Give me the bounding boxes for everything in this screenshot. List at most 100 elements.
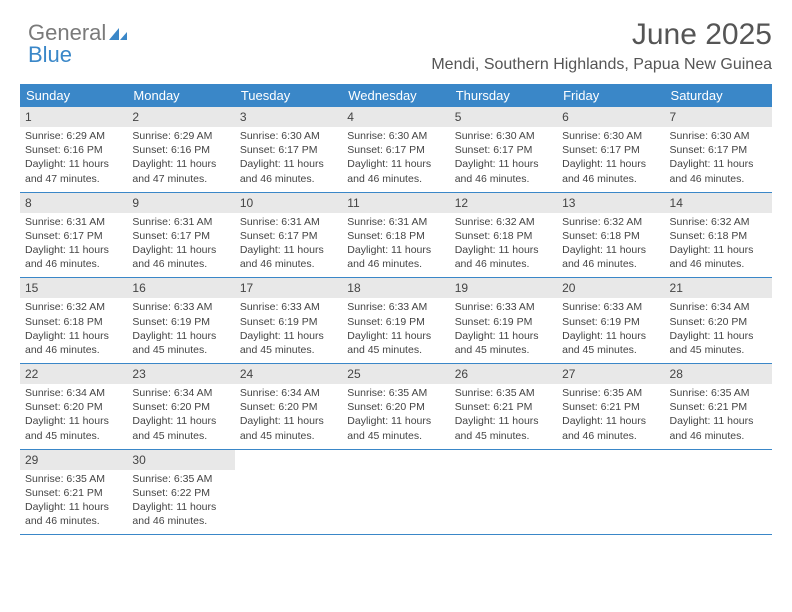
day-cell: 6Sunrise: 6:30 AMSunset: 6:17 PMDaylight… [557,107,664,192]
sunset-text: Sunset: 6:19 PM [132,315,229,329]
sunrise-text: Sunrise: 6:29 AM [25,129,122,143]
sunset-text: Sunset: 6:17 PM [670,143,767,157]
day-cell: 16Sunrise: 6:33 AMSunset: 6:19 PMDayligh… [127,278,234,363]
sunset-text: Sunset: 6:17 PM [132,229,229,243]
dow-cell: Wednesday [342,84,449,107]
day-cell: .. [557,450,664,535]
daylight-text: Daylight: 11 hours and 46 minutes. [455,157,552,185]
sunset-text: Sunset: 6:17 PM [240,229,337,243]
sunset-text: Sunset: 6:18 PM [670,229,767,243]
daylight-text: Daylight: 11 hours and 45 minutes. [455,414,552,442]
day-number: 15 [20,278,127,298]
daylight-text: Daylight: 11 hours and 46 minutes. [25,243,122,271]
sail-icon [107,26,129,42]
day-number: 4 [342,107,449,127]
day-cell: 2Sunrise: 6:29 AMSunset: 6:16 PMDaylight… [127,107,234,192]
day-body: Sunrise: 6:31 AMSunset: 6:17 PMDaylight:… [20,213,127,278]
brand-part2: Blue [28,42,72,67]
daylight-text: Daylight: 11 hours and 46 minutes. [670,414,767,442]
sunset-text: Sunset: 6:21 PM [25,486,122,500]
day-cell: 9 Sunrise: 6:31 AMSunset: 6:17 PMDaylight… [127,193,234,278]
daylight-text: Daylight: 11 hours and 45 minutes. [455,329,552,357]
day-cell: 30Sunrise: 6:35 AMSunset: 6:22 PMDayligh… [127,450,234,535]
day-number: 10 [235,193,342,213]
day-number: 13 [557,193,664,213]
day-number: 23 [127,364,234,384]
day-number: 21 [665,278,772,298]
sunrise-text: Sunrise: 6:34 AM [240,386,337,400]
day-cell: 27Sunrise: 6:35 AMSunset: 6:21 PMDayligh… [557,364,664,449]
daylight-text: Daylight: 11 hours and 46 minutes. [347,243,444,271]
daylight-text: Daylight: 11 hours and 46 minutes. [562,157,659,185]
sunset-text: Sunset: 6:18 PM [455,229,552,243]
daylight-text: Daylight: 11 hours and 45 minutes. [562,329,659,357]
day-cell: 4Sunrise: 6:30 AMSunset: 6:17 PMDaylight… [342,107,449,192]
day-cell: 18Sunrise: 6:33 AMSunset: 6:19 PMDayligh… [342,278,449,363]
week-row: 29Sunrise: 6:35 AMSunset: 6:21 PMDayligh… [20,450,772,536]
day-cell: 5Sunrise: 6:30 AMSunset: 6:17 PMDaylight… [450,107,557,192]
sunset-text: Sunset: 6:21 PM [670,400,767,414]
day-cell: 14Sunrise: 6:32 AMSunset: 6:18 PMDayligh… [665,193,772,278]
sunset-text: Sunset: 6:19 PM [347,315,444,329]
sunrise-text: Sunrise: 6:33 AM [562,300,659,314]
day-body: Sunrise: 6:30 AMSunset: 6:17 PMDaylight:… [235,127,342,192]
day-body: Sunrise: 6:33 AMSunset: 6:19 PMDaylight:… [235,298,342,363]
sunset-text: Sunset: 6:17 PM [347,143,444,157]
day-number: 29 [20,450,127,470]
day-number: 27 [557,364,664,384]
day-cell: 13Sunrise: 6:32 AMSunset: 6:18 PMDayligh… [557,193,664,278]
sunset-text: Sunset: 6:16 PM [132,143,229,157]
daylight-text: Daylight: 11 hours and 46 minutes. [132,500,229,528]
day-number: 30 [127,450,234,470]
sunset-text: Sunset: 6:18 PM [25,315,122,329]
day-cell: 12Sunrise: 6:32 AMSunset: 6:18 PMDayligh… [450,193,557,278]
sunset-text: Sunset: 6:20 PM [132,400,229,414]
day-body: Sunrise: 6:34 AMSunset: 6:20 PMDaylight:… [665,298,772,363]
dow-cell: Tuesday [235,84,342,107]
calendar-grid: SundayMondayTuesdayWednesdayThursdayFrid… [20,84,772,535]
day-number: 9 [127,193,234,213]
sunrise-text: Sunrise: 6:35 AM [562,386,659,400]
sunrise-text: Sunrise: 6:31 AM [132,215,229,229]
day-of-week-header: SundayMondayTuesdayWednesdayThursdayFrid… [20,84,772,107]
day-number: 19 [450,278,557,298]
sunrise-text: Sunrise: 6:31 AM [347,215,444,229]
day-body: Sunrise: 6:31 AMSunset: 6:18 PMDaylight:… [342,213,449,278]
sunset-text: Sunset: 6:18 PM [347,229,444,243]
sunrise-text: Sunrise: 6:31 AM [240,215,337,229]
day-body: Sunrise: 6:33 AMSunset: 6:19 PMDaylight:… [557,298,664,363]
day-body: Sunrise: 6:35 AMSunset: 6:21 PMDaylight:… [450,384,557,449]
sunset-text: Sunset: 6:20 PM [670,315,767,329]
day-body: Sunrise: 6:34 AMSunset: 6:20 PMDaylight:… [235,384,342,449]
sunrise-text: Sunrise: 6:32 AM [455,215,552,229]
sunrise-text: Sunrise: 6:30 AM [455,129,552,143]
daylight-text: Daylight: 11 hours and 45 minutes. [132,329,229,357]
sunrise-text: Sunrise: 6:31 AM [25,215,122,229]
day-number: 17 [235,278,342,298]
sunset-text: Sunset: 6:18 PM [562,229,659,243]
day-cell: 20Sunrise: 6:33 AMSunset: 6:19 PMDayligh… [557,278,664,363]
day-cell: 25Sunrise: 6:35 AMSunset: 6:20 PMDayligh… [342,364,449,449]
sunset-text: Sunset: 6:20 PM [25,400,122,414]
daylight-text: Daylight: 11 hours and 46 minutes. [132,243,229,271]
day-cell: 21Sunrise: 6:34 AMSunset: 6:20 PMDayligh… [665,278,772,363]
day-body: Sunrise: 6:33 AMSunset: 6:19 PMDaylight:… [450,298,557,363]
daylight-text: Daylight: 11 hours and 46 minutes. [240,157,337,185]
sunset-text: Sunset: 6:20 PM [347,400,444,414]
day-number: 16 [127,278,234,298]
day-body: Sunrise: 6:32 AMSunset: 6:18 PMDaylight:… [20,298,127,363]
dow-cell: Friday [557,84,664,107]
day-number: 2 [127,107,234,127]
sunrise-text: Sunrise: 6:35 AM [455,386,552,400]
daylight-text: Daylight: 11 hours and 45 minutes. [132,414,229,442]
dow-cell: Sunday [20,84,127,107]
sunrise-text: Sunrise: 6:34 AM [25,386,122,400]
sunrise-text: Sunrise: 6:32 AM [25,300,122,314]
day-body: Sunrise: 6:31 AMSunset: 6:17 PMDaylight:… [235,213,342,278]
dow-cell: Saturday [665,84,772,107]
sunrise-text: Sunrise: 6:33 AM [347,300,444,314]
sunrise-text: Sunrise: 6:33 AM [240,300,337,314]
sunset-text: Sunset: 6:17 PM [240,143,337,157]
daylight-text: Daylight: 11 hours and 47 minutes. [25,157,122,185]
week-row: 15Sunrise: 6:32 AMSunset: 6:18 PMDayligh… [20,278,772,364]
